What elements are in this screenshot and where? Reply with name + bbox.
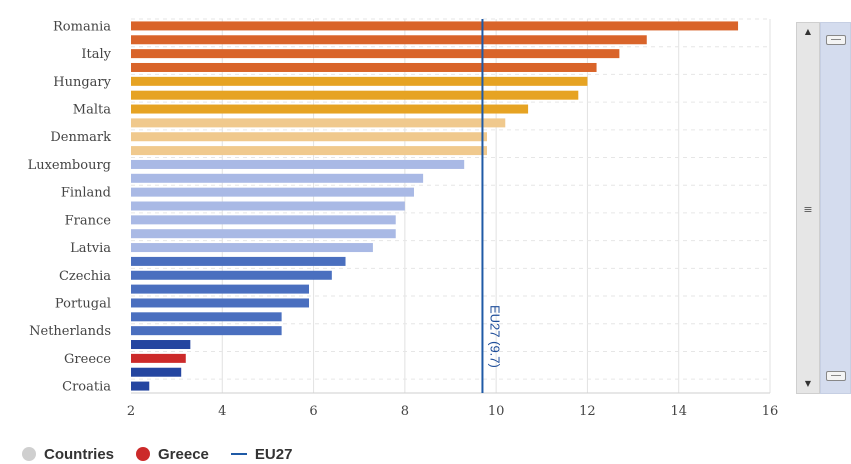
x-tick-label: 2 <box>127 404 135 419</box>
bar <box>131 353 186 363</box>
category-label: Greece <box>64 352 111 367</box>
bar <box>131 201 405 211</box>
vertical-scrollbar[interactable]: ▲ ≡ ▼ <box>796 22 820 394</box>
legend-marker-countries <box>22 447 36 461</box>
range-handle-top[interactable] <box>826 35 846 45</box>
category-label: Denmark <box>50 130 111 145</box>
category-label: France <box>65 213 112 228</box>
range-handle-bottom[interactable] <box>826 371 846 381</box>
category-label: Romania <box>53 19 111 34</box>
category-label: Italy <box>81 47 111 62</box>
category-label: Finland <box>61 186 111 201</box>
scroll-down-arrow-icon[interactable]: ▼ <box>804 379 812 388</box>
bar <box>131 243 373 253</box>
bar <box>131 118 506 128</box>
x-tick-label: 6 <box>309 404 317 419</box>
bar <box>131 215 396 225</box>
bar <box>131 159 465 169</box>
bar <box>131 35 647 45</box>
eu27-reference-label: EU27 (9.7) <box>487 305 502 368</box>
category-label: Latvia <box>70 241 111 256</box>
x-tick-label: 8 <box>401 404 409 419</box>
bar-chart: Romania Italy Hungary Malta Denmark Luxembour… <box>28 18 779 419</box>
bar <box>131 367 182 377</box>
bar <box>131 90 579 100</box>
legend-label-eu27: EU27 <box>254 445 293 463</box>
category-label: Portugal <box>55 296 111 311</box>
legend-item-greece[interactable]: Greece <box>136 446 209 463</box>
scroll-grip-icon[interactable]: ≡ <box>803 203 813 216</box>
bar <box>131 132 488 142</box>
bar <box>131 340 191 350</box>
bar <box>131 21 739 31</box>
bar <box>131 298 310 308</box>
category-label: Netherlands <box>29 324 111 339</box>
bar <box>131 312 282 322</box>
x-tick-label: 16 <box>762 404 779 419</box>
bar <box>131 49 620 59</box>
category-label: Czechia <box>59 269 111 284</box>
category-label: Hungary <box>53 75 111 90</box>
category-label: Malta <box>73 103 111 118</box>
bar <box>131 76 588 86</box>
x-tick-label: 12 <box>579 404 596 419</box>
category-label: Luxembourg <box>28 158 111 173</box>
bar <box>131 146 488 156</box>
chart-legend: Countries Greece EU27 <box>22 444 292 464</box>
legend-marker-greece <box>136 447 151 461</box>
bar <box>131 229 396 239</box>
bar <box>131 326 282 336</box>
x-tick-label: 10 <box>488 404 505 419</box>
bar <box>131 256 346 266</box>
legend-item-eu27[interactable]: EU27 <box>230 445 293 463</box>
legend-marker-eu27 <box>230 453 247 455</box>
x-tick-label: 4 <box>218 404 226 419</box>
category-label: Croatia <box>62 380 111 395</box>
x-tick-label: 14 <box>670 404 687 419</box>
bar <box>131 381 150 391</box>
bar <box>131 173 424 183</box>
bar <box>131 270 332 280</box>
legend-label-countries: Countries <box>44 445 115 463</box>
range-selector-track[interactable] <box>820 22 851 394</box>
bar <box>131 62 597 72</box>
scroll-up-arrow-icon[interactable]: ▲ <box>804 27 812 36</box>
bar <box>131 187 414 197</box>
bar <box>131 104 529 114</box>
legend-label-greece: Greece <box>158 445 209 463</box>
bar <box>131 284 310 294</box>
legend-item-countries[interactable]: Countries <box>22 446 114 463</box>
